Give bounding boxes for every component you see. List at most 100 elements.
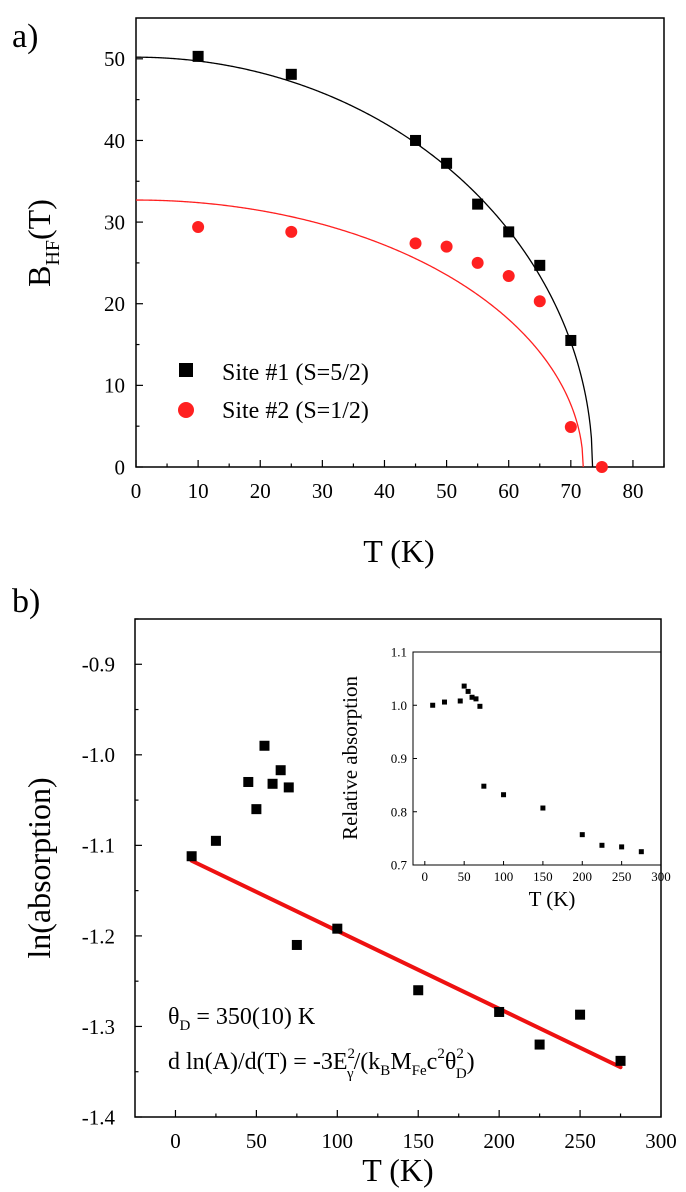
inset-x-tick-label: 300 [651, 869, 671, 884]
legend-label-site-1: Site #1 (S=5/2) [222, 360, 369, 386]
panel-b-y-axis-label: ln(absorption) [21, 777, 57, 958]
inset-y-tick-label: 0.8 [391, 804, 407, 819]
panel-a-y-tick-label: 20 [104, 292, 125, 316]
panel-a-fit-curve-1 [136, 56, 594, 468]
inset-data-point [619, 844, 625, 850]
site-2-data-point [533, 295, 546, 308]
panel-b-data-point [283, 782, 294, 793]
panel-a-x-tick-label: 50 [436, 479, 457, 503]
inset-y-tick-label: 0.9 [391, 751, 407, 766]
panel-a-y-axis-label: BHF(T) [21, 199, 64, 287]
inset-data-point [465, 688, 471, 694]
inset-data-point [473, 696, 479, 702]
legend-label-site-2: Site #2 (S=1/2) [222, 398, 369, 424]
panel-a-fit-curves [136, 56, 594, 468]
inset-data-point [477, 703, 483, 709]
panel-a-x-tick-label: 70 [560, 479, 581, 503]
panel-a-y-tick-label: 10 [104, 374, 125, 398]
inset-axes: 0 50 100 150 200 250 300 0.7 0.8 0.9 1.0 1.1 [391, 645, 671, 884]
panel-a-x-tick-label: 20 [250, 479, 271, 503]
inset-y-tick-label: 0.7 [391, 858, 408, 873]
panel-b-x-tick-label: 50 [246, 1129, 267, 1153]
inset-x-tick-label: 250 [612, 869, 632, 884]
panel-a-x-tick-label: 40 [374, 479, 395, 503]
inset-y-tick-label: 1.1 [391, 645, 407, 660]
panel-a-x-tick-label: 30 [312, 479, 333, 503]
inset-data-point [481, 783, 487, 789]
panel-a-y-tick-label: 0 [115, 455, 126, 479]
inset-x-tick-label: 200 [573, 869, 593, 884]
panel-b-data-point [243, 776, 254, 787]
panel-b-x-tick-label: 300 [645, 1129, 677, 1153]
panel-a-x-tick-label: 60 [498, 479, 519, 503]
debye-temperature-annotation: θD = 350(10) K [168, 1004, 316, 1034]
panel-b-data-point [251, 804, 262, 815]
panel-b-x-tick-label: 150 [402, 1129, 434, 1153]
inset-data-point [469, 694, 475, 700]
panel-a-x-tick-label: 80 [622, 479, 643, 503]
site-2-data-point [285, 225, 298, 238]
panel-b-fit-line-segment [189, 858, 623, 1070]
inset-x-tick-label: 0 [422, 869, 429, 884]
panel-b-plot-frame [134, 618, 662, 1118]
site-1-data-point [192, 50, 204, 62]
inset-data-points [430, 683, 644, 855]
panel-b-y-tick-label: -1.3 [82, 1015, 115, 1039]
inset-data-point [441, 699, 447, 705]
panel-b-x-tick-label: 100 [322, 1129, 354, 1153]
panel-b-data-point [494, 1006, 505, 1017]
panel-a-x-axis-label: T (K) [363, 533, 434, 569]
site-1-data-point [472, 198, 484, 210]
inset-data-point [599, 842, 605, 848]
panel-b-data-point [575, 1009, 586, 1020]
inset-data-point [579, 832, 585, 838]
site-2-data-point [595, 461, 608, 473]
panel-b-data-point [413, 985, 424, 996]
inset-data-point [638, 849, 644, 855]
panel-b-y-tick-label: -1.2 [82, 924, 115, 948]
inset-data-point [457, 698, 463, 704]
legend-marker-site-1 [179, 363, 193, 377]
site-1-data-point [410, 134, 422, 146]
panel-b-x-tick-label: 0 [170, 1129, 181, 1153]
panel-b-data-point [186, 851, 197, 862]
inset-y-tick-label: 1.0 [391, 698, 407, 713]
panel-a-label: a) [12, 18, 38, 55]
inset-plot-frame [412, 651, 662, 866]
inset-data-point [461, 683, 467, 689]
panel-b-data-point [275, 765, 286, 776]
panel-b-y-tick-label: -0.9 [82, 653, 115, 677]
panel-b-data-points [186, 740, 626, 1066]
panel-a-x-tick-label: 0 [131, 479, 142, 503]
inset-x-tick-label: 100 [494, 869, 514, 884]
site-2-data-point [564, 420, 577, 433]
panel-a-y-tick-label: 30 [104, 210, 125, 234]
site-1-data-point [441, 157, 453, 169]
site-1-data-point [565, 334, 577, 346]
legend-marker-site-2 [178, 402, 194, 418]
inset-data-point [501, 792, 507, 798]
panel-b-data-point [210, 835, 221, 846]
site-1-data-point [503, 226, 515, 238]
inset-data-point [540, 805, 546, 811]
site-2-data-point [471, 256, 484, 269]
panel-b-label: b) [12, 583, 40, 620]
panel-b-y-tick-label: -1.0 [82, 743, 115, 767]
site-2-data-point [440, 240, 453, 253]
panel-b-y-tick-label: -1.1 [82, 834, 115, 858]
panel-b-fit-line [189, 858, 623, 1070]
panel-a-data-points [192, 50, 608, 473]
panel-b-data-point [267, 778, 278, 789]
panel-b-x-tick-label: 250 [564, 1129, 596, 1153]
panel-b-chart: b) 0 50 100 150 200 250 300 -1.4 -1.3 -1.2 -1.1 -1.… [12, 583, 677, 1188]
panel-b-data-point [259, 740, 270, 751]
inset-x-axis-label: T (K) [529, 887, 576, 911]
panel-a-fit-curve-2 [136, 199, 584, 468]
panel-b-data-point [291, 939, 302, 950]
site-2-data-point [409, 237, 422, 250]
panel-b-x-axis-label: T (K) [362, 1152, 433, 1188]
panel-a-axes: 0 10 20 30 40 50 60 70 80 0 10 20 30 40 50 [104, 47, 665, 503]
panel-b-data-point [615, 1055, 626, 1066]
panel-a-plot-frame [135, 17, 665, 468]
